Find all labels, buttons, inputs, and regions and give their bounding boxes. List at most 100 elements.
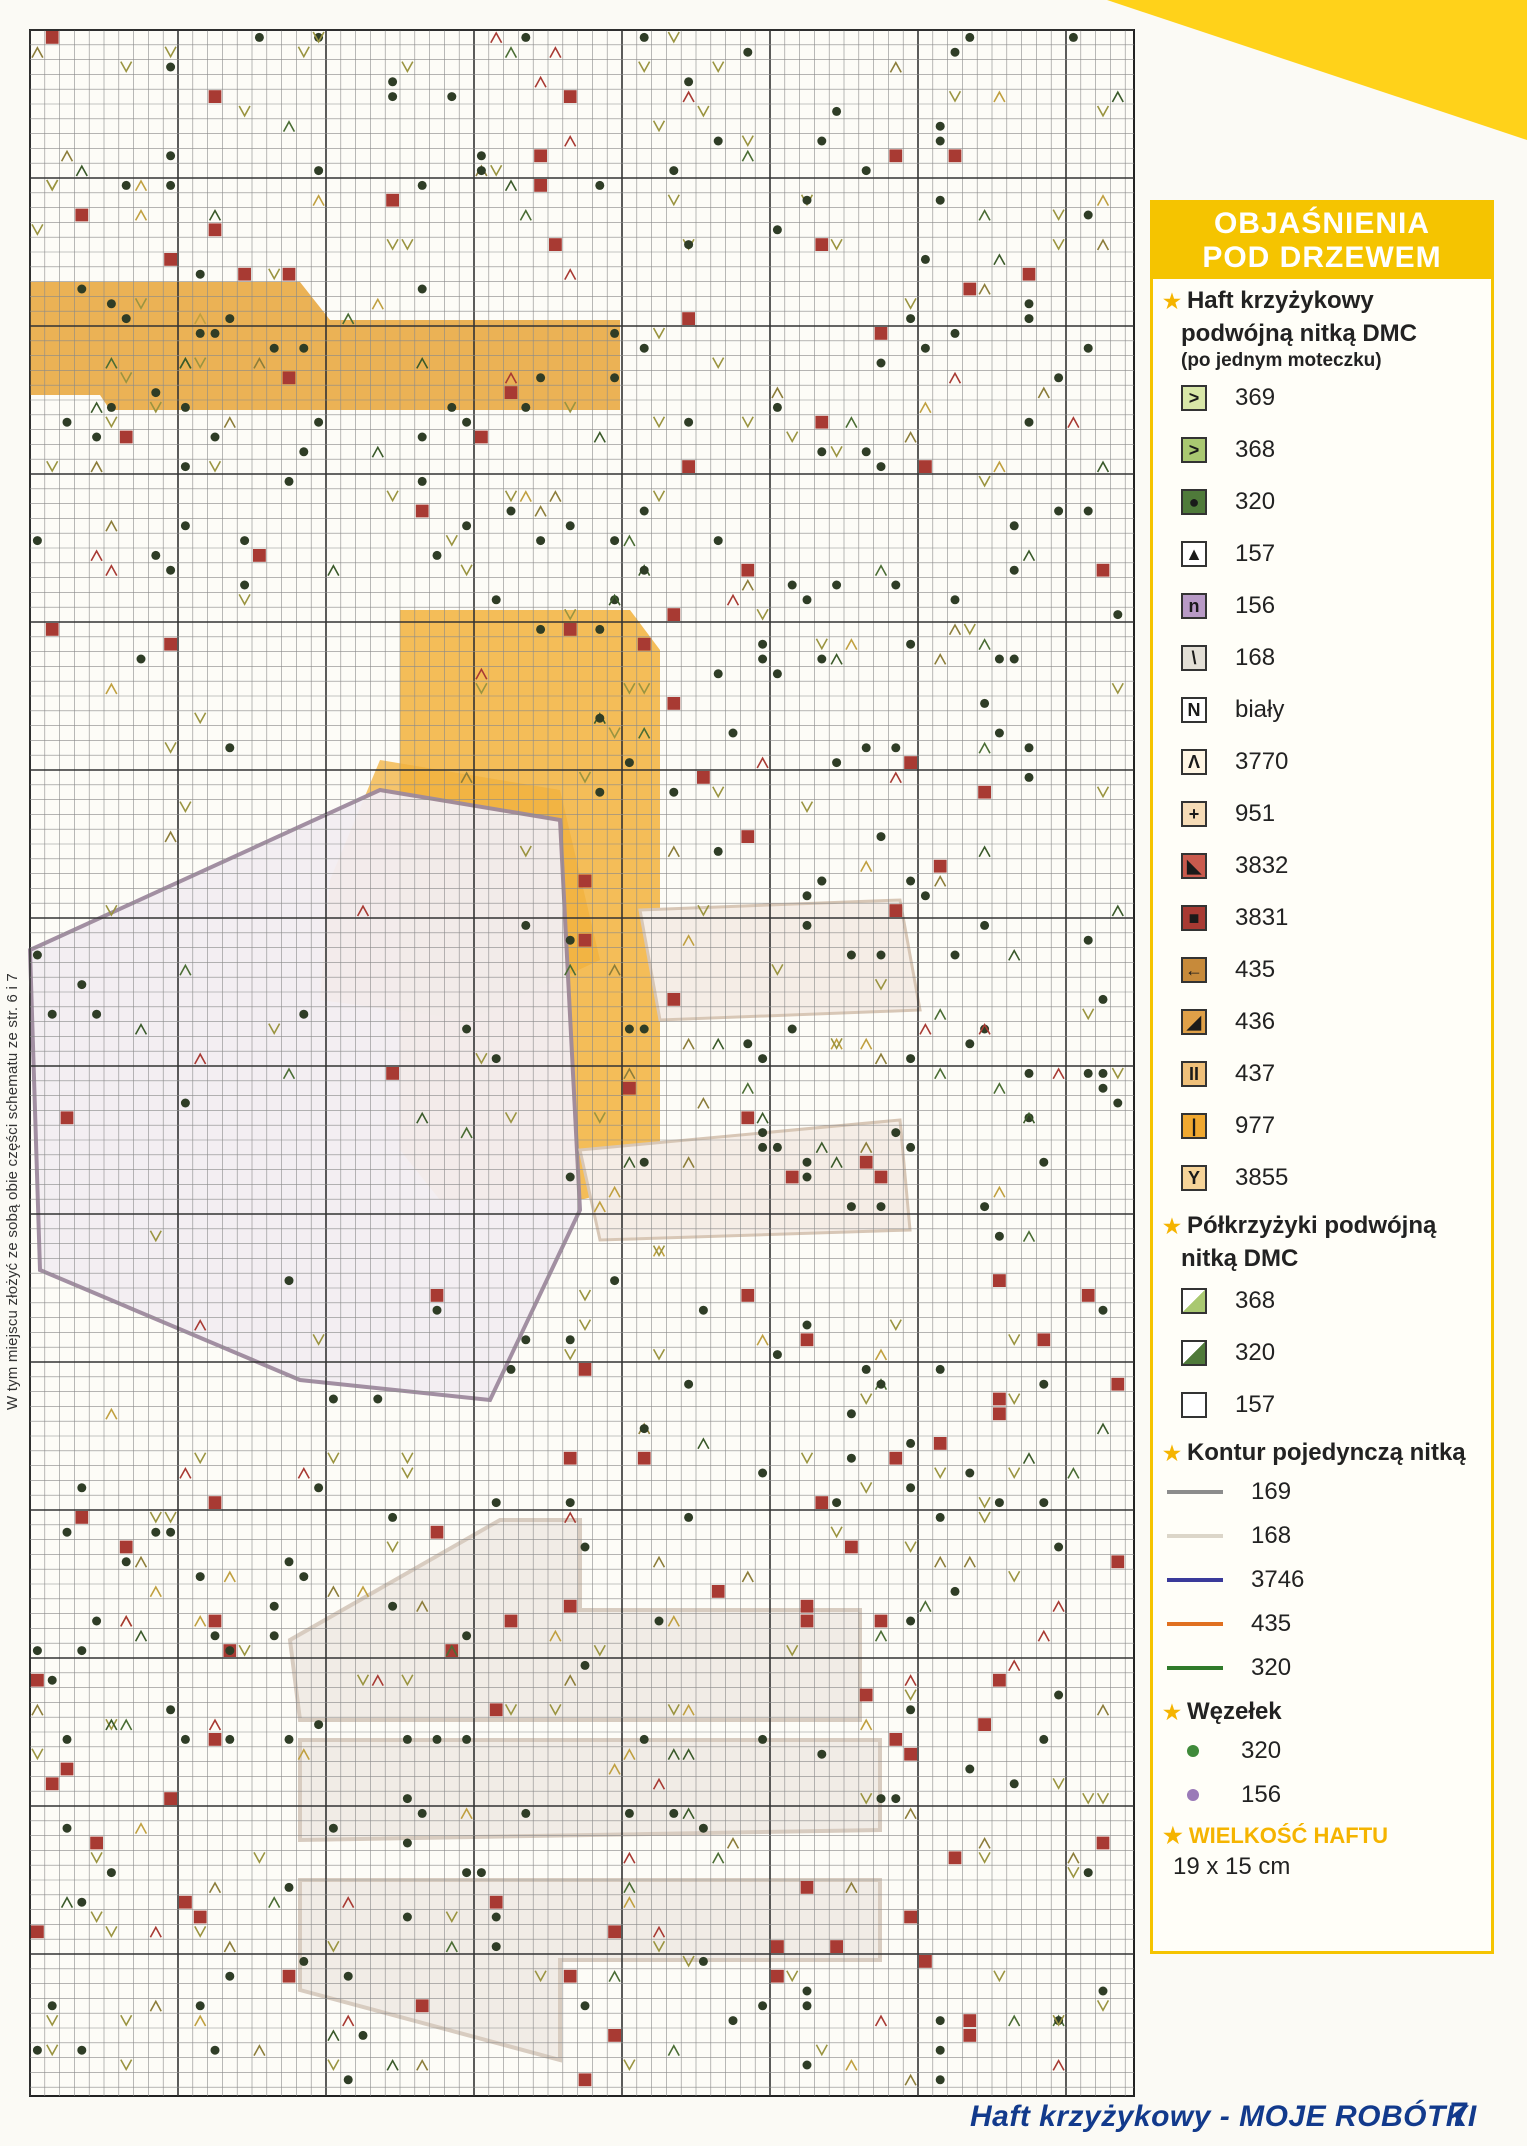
half-legend-row: 320 (1153, 1327, 1491, 1379)
stitch-dot (802, 195, 812, 205)
outline-legend-row: 168 (1153, 1514, 1491, 1558)
stitch-dot (980, 698, 990, 708)
stitch-block (667, 608, 681, 621)
stitch-caret (342, 312, 355, 325)
stitch-dot (802, 2001, 812, 2011)
stitch-caret (149, 1999, 162, 2012)
stitch-dot (876, 832, 886, 842)
stitch-v (697, 904, 710, 917)
stitch-dot (388, 92, 398, 102)
stitch-caret (874, 1052, 888, 1065)
stitch-dot (610, 595, 620, 605)
footer-title: Haft krzyżykowy - MOJE ROBÓTKI (970, 2100, 1477, 2133)
stitch-block (682, 460, 695, 473)
knot-code: 320 (1241, 1737, 1282, 1764)
stitch-dot (521, 402, 531, 412)
stitch-block (386, 1067, 399, 1080)
stitch-v (712, 357, 725, 370)
stitch-block (208, 1733, 222, 1746)
stitch-block (741, 830, 755, 843)
stitch-block (889, 904, 903, 917)
size-value: 19 x 15 cm (1173, 1853, 1291, 1880)
stitch-dot (980, 920, 990, 930)
half-stitch-list: 368 320 157 (1153, 1275, 1491, 1431)
stitch-dot (1083, 1068, 1093, 1078)
stitch-caret (371, 297, 384, 310)
stitch-block (549, 238, 562, 251)
stitch-block (978, 785, 991, 799)
cross-code: 3770 (1235, 748, 1289, 775)
outline-swatch (1167, 1578, 1223, 1582)
cross-stitch-heading: ★ Haft krzyżykowy (1163, 287, 1374, 314)
stitch-caret (682, 934, 695, 946)
stitch-dot (802, 1320, 812, 1330)
stitch-dot (1039, 1157, 1049, 1167)
stitch-block (667, 993, 681, 1006)
stitch-dot (920, 254, 930, 264)
stitch-dot (787, 580, 797, 590)
stitch-dot (906, 314, 916, 324)
stitch-caret (978, 845, 991, 858)
stitch-dot (728, 2016, 738, 2026)
outline-legend-row: 3746 (1153, 1558, 1491, 1602)
stitch-block (904, 1910, 917, 1924)
stitch-dot (906, 639, 916, 649)
stitch-dot (151, 550, 161, 560)
stitch-v (327, 1452, 340, 1465)
stitch-caret (948, 623, 962, 636)
stitch-dot (713, 136, 723, 146)
stitch-caret (90, 401, 103, 414)
stitch-dot (639, 343, 649, 353)
cross-code: 951 (1235, 800, 1276, 827)
stitch-dot (743, 1039, 753, 1049)
stitch-dot (935, 2016, 945, 2026)
stitch-v (164, 46, 177, 59)
stitch-dot (1009, 565, 1019, 575)
stitch-v (978, 1852, 991, 1864)
stitch-caret (638, 726, 651, 739)
stitch-dot (906, 1483, 916, 1493)
stitch-caret (371, 1674, 384, 1686)
cross-code: 436 (1235, 1008, 1276, 1035)
stitch-block (208, 223, 222, 237)
stitch-dot (906, 1142, 916, 1152)
stitch-caret (623, 1748, 636, 1760)
stitch-caret (608, 1762, 621, 1775)
stitch-block (282, 371, 296, 385)
stitch-v (1096, 786, 1110, 799)
stitch-block (800, 1881, 814, 1894)
stitch-caret (815, 1141, 828, 1154)
stitch-v (934, 1467, 947, 1480)
stitch-v (90, 1852, 103, 1864)
stitch-dot (802, 1172, 812, 1182)
stitch-dot (299, 1572, 309, 1582)
stitch-dot (639, 32, 649, 42)
stitch-dot (195, 269, 205, 279)
stitch-caret (105, 519, 118, 532)
cross-swatch: > (1181, 437, 1207, 463)
stitch-v (1082, 1008, 1095, 1021)
stitch-dot (77, 980, 87, 990)
stitch-caret (682, 1807, 695, 1820)
stitch-v (1052, 209, 1065, 222)
stitch-dot (136, 654, 146, 664)
stitch-dot (284, 476, 294, 486)
stitch-block (75, 1511, 89, 1524)
stitch-dot (77, 284, 87, 294)
stitch-dot (210, 432, 220, 442)
stitch-dot (1039, 1498, 1049, 1508)
stitch-dot (950, 595, 960, 605)
stitch-v (741, 416, 754, 429)
stitch-v (830, 238, 843, 251)
knot-code: 156 (1241, 1781, 1282, 1808)
stitch-dot (906, 1616, 916, 1626)
stitch-caret (534, 504, 547, 517)
stitch-v (904, 1541, 917, 1554)
stitch-caret (682, 90, 695, 103)
cross-code: 437 (1235, 1060, 1276, 1087)
stitch-caret (1111, 90, 1124, 103)
stitch-block (874, 1614, 888, 1628)
stitch-v (786, 431, 799, 444)
stitch-block (785, 1170, 799, 1184)
stitch-dot (935, 136, 945, 146)
